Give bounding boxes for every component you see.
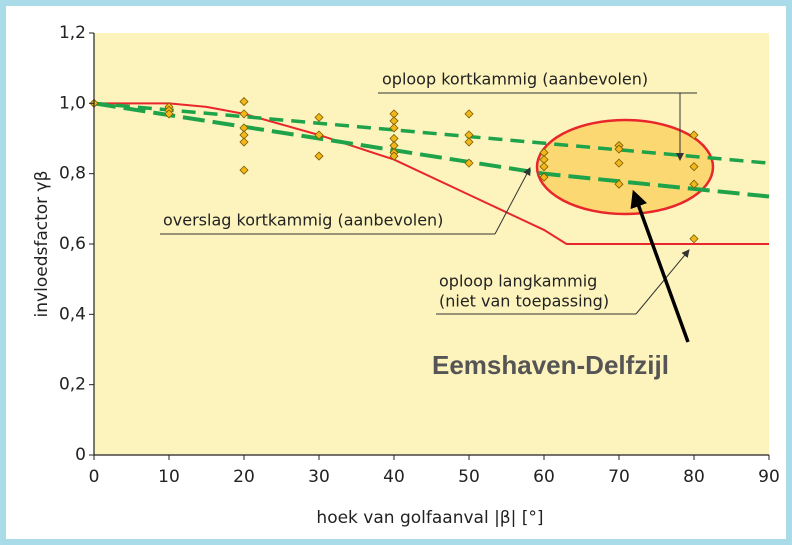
y-tick-label: 0,4	[59, 304, 86, 324]
point	[464, 109, 474, 119]
y-tick-label: 1,0	[59, 93, 86, 113]
point	[464, 158, 474, 168]
point	[689, 179, 699, 189]
y-tick-label: 0	[75, 445, 86, 465]
line	[93, 101, 770, 165]
x-tick-label: 10	[158, 467, 180, 487]
point	[239, 97, 249, 107]
x-tick-label: 60	[533, 467, 555, 487]
y-tick-label: 0,6	[59, 234, 86, 254]
line	[94, 102, 769, 245]
point	[314, 151, 324, 161]
x-tick-label: 90	[758, 467, 780, 487]
point	[239, 137, 249, 147]
y-axis-label: invloedsfactor γβ	[32, 171, 52, 318]
x-tick-label: 80	[683, 467, 705, 487]
y-tick-label: 0,8	[59, 164, 86, 184]
point	[314, 130, 324, 140]
point	[389, 123, 399, 133]
x-tick-label: 50	[458, 467, 480, 487]
y-tick-label: 0,2	[59, 375, 86, 395]
point	[614, 179, 624, 189]
point	[239, 109, 249, 119]
point	[614, 158, 624, 168]
point	[314, 112, 324, 122]
y-tick-label: 1,2	[59, 23, 86, 43]
x-tick-label: 0	[89, 467, 100, 487]
annotation: oploop kortkammig (aanbevolen)	[382, 70, 648, 89]
arrow	[494, 167, 531, 235]
point	[689, 162, 699, 172]
highlight-ellipse	[535, 118, 715, 216]
point	[389, 151, 399, 161]
x-tick-label: 70	[608, 467, 630, 487]
annotation: oploop langkammig	[439, 272, 597, 291]
x-tick-label: 20	[233, 467, 255, 487]
arrow	[630, 189, 690, 343]
point	[689, 130, 699, 140]
point	[689, 234, 699, 244]
arrow	[635, 249, 690, 315]
annotation: (niet van toepassing)	[439, 292, 609, 311]
point	[539, 172, 549, 182]
x-axis-label: hoek van golfaanval |β| [°]	[316, 508, 543, 528]
x-tick-label: 40	[383, 467, 405, 487]
point	[539, 162, 549, 172]
annotation: overslag kortkammig (aanbevolen)	[163, 211, 443, 230]
x-tick-label: 30	[308, 467, 330, 487]
annotation-highlight: Eemshaven-Delfzijl	[432, 350, 669, 380]
point	[464, 137, 474, 147]
point	[239, 165, 249, 175]
point	[164, 109, 174, 119]
point	[614, 144, 624, 154]
